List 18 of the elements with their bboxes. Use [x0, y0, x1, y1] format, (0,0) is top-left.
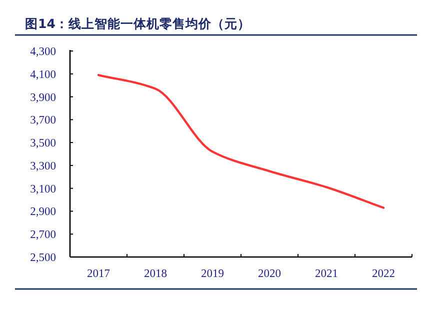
y-tick-label: 3,500 [30, 138, 56, 150]
y-tick-label: 4,300 [30, 46, 56, 58]
x-tick-label: 2019 [201, 268, 224, 280]
y-tick-label: 3,100 [30, 183, 56, 196]
y-tick-label: 2,700 [30, 229, 56, 242]
y-tick-label: 4,100 [30, 68, 56, 81]
x-tick-label: 2021 [315, 268, 338, 280]
y-tick-label: 3,900 [30, 92, 56, 104]
x-tick-label: 2017 [87, 268, 110, 280]
x-tick-label: 2020 [258, 268, 282, 280]
line-series [97, 74, 385, 209]
x-tick-label: 2022 [372, 268, 396, 280]
y-tick-label: 2,500 [30, 252, 56, 264]
y-tick-label: 3,700 [30, 114, 56, 127]
x-tick-label: 2018 [144, 268, 168, 280]
chart-title: 图14：线上智能一体机零售均价（元） [25, 16, 250, 31]
y-tick-label: 2,900 [30, 206, 56, 218]
y-tick-label: 3,300 [30, 160, 56, 172]
